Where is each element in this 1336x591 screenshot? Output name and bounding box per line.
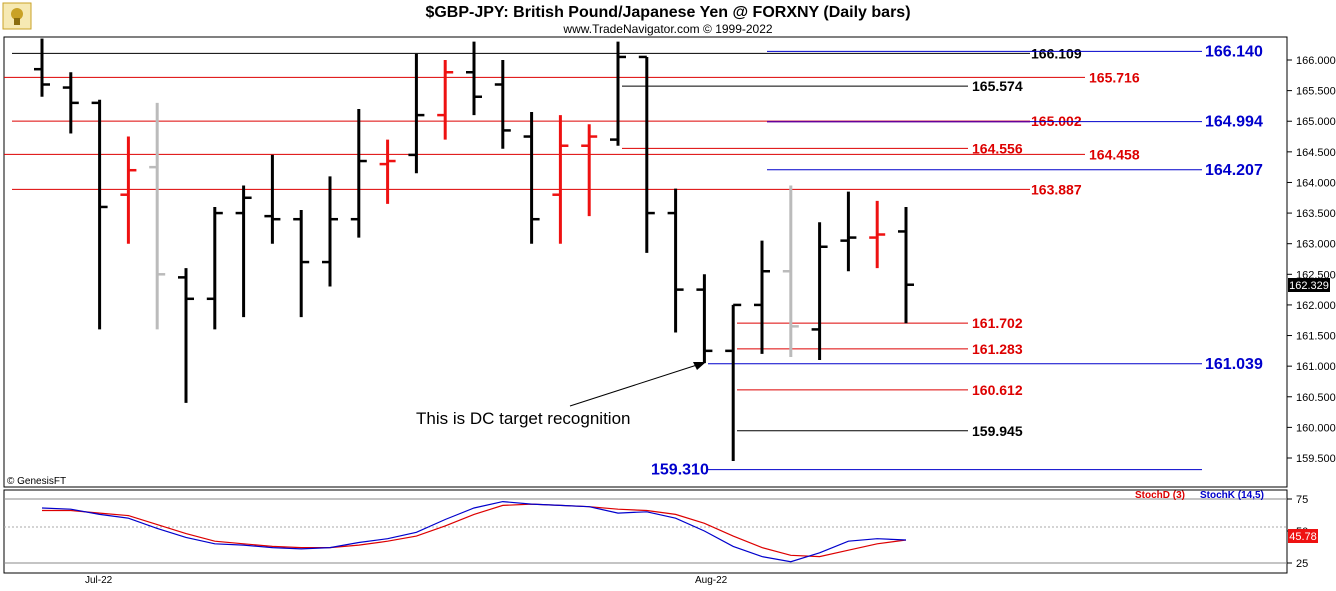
level-label: 166.140 [1205,43,1263,60]
price-tick-label: 163.000 [1296,239,1336,251]
stoch-last-value: 45.78 [1289,531,1317,543]
stoch-d-line [42,503,907,558]
annotation-text: This is DC target recognition [416,409,630,428]
price-axis: 166.000 165.500 165.000 164.500 164.000 163.5… [1287,55,1336,465]
level-label: 160.612 [972,382,1023,398]
level-label: 165.716 [1089,69,1140,85]
stoch-tick-label: 75 [1296,494,1308,506]
stoch-k-label: StochK (14,5) [1200,490,1264,501]
level-label: 161.039 [1205,356,1263,373]
level-label: 166.109 [1031,45,1082,61]
stochastic-pane [3,489,1288,574]
stoch-tick-label: 25 [1296,558,1308,570]
price-tick-label: 161.000 [1296,361,1336,373]
level-label: 164.994 [1205,114,1263,131]
price-tick-label: 162.000 [1296,300,1336,312]
price-tick-label: 163.500 [1296,208,1336,220]
price-tick-label: 159.500 [1296,453,1336,465]
logo-icon [2,2,32,30]
price-tick-label: 160.500 [1296,392,1336,404]
price-tick-label: 165.500 [1296,86,1336,98]
price-tick-label: 165.000 [1296,116,1336,128]
price-tick-label: 160.000 [1296,422,1336,434]
price-tick-label: 164.500 [1296,147,1336,159]
stoch-k-line [41,500,907,563]
chart-subtitle: www.TradeNavigator.com © 1999-2022 [562,22,772,36]
level-label: 161.283 [972,341,1023,357]
level-label: 164.458 [1089,146,1140,162]
price-tick-label: 161.500 [1296,331,1336,343]
level-label: 163.887 [1031,181,1082,197]
level-label: 164.207 [1205,162,1263,179]
level-label: 165.574 [972,78,1023,94]
level-label: 159.310 [651,462,709,479]
stoch-last-marker: 45.78 [1288,529,1318,543]
x-label-aug: Aug-22 [695,575,728,586]
last-price-value: 162.329 [1289,280,1329,292]
price-tick-label: 166.000 [1296,55,1336,67]
chart-title: $GBP-JPY: British Pound/Japanese Yen @ F… [425,4,910,21]
price-tick-label: 164.000 [1296,177,1336,189]
ohlc-bars [34,38,914,462]
level-label: 159.945 [972,423,1023,439]
level-label: 161.702 [972,315,1023,331]
annotation-arrow [569,362,706,407]
x-label-jul: Jul-22 [85,575,113,586]
last-price-marker: 162.329 [1288,278,1330,292]
stoch-d-label: StochD (3) [1135,490,1185,501]
level-label: 164.556 [972,140,1023,156]
credit-text: © GenesisFT [7,476,66,487]
